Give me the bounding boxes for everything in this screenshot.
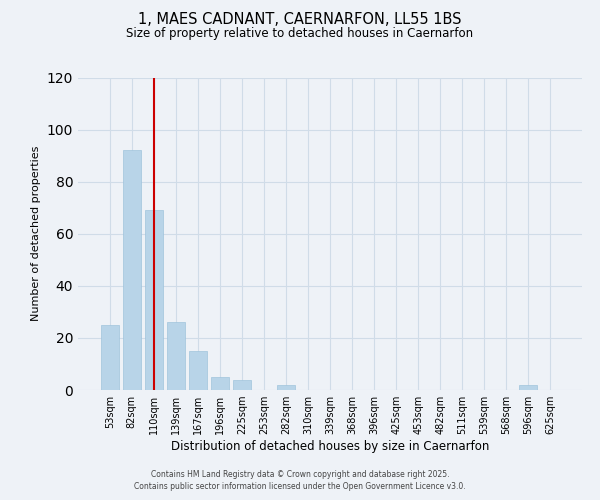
Text: Contains public sector information licensed under the Open Government Licence v3: Contains public sector information licen… bbox=[134, 482, 466, 491]
Bar bbox=[233, 380, 251, 390]
Text: Size of property relative to detached houses in Caernarfon: Size of property relative to detached ho… bbox=[127, 28, 473, 40]
Bar bbox=[211, 377, 229, 390]
Bar bbox=[189, 351, 206, 390]
Y-axis label: Number of detached properties: Number of detached properties bbox=[31, 146, 41, 322]
Bar bbox=[145, 210, 163, 390]
Bar bbox=[167, 322, 185, 390]
Bar bbox=[101, 325, 119, 390]
Bar bbox=[123, 150, 140, 390]
Text: 1, MAES CADNANT, CAERNARFON, LL55 1BS: 1, MAES CADNANT, CAERNARFON, LL55 1BS bbox=[138, 12, 462, 28]
Bar bbox=[277, 385, 295, 390]
X-axis label: Distribution of detached houses by size in Caernarfon: Distribution of detached houses by size … bbox=[171, 440, 489, 453]
Text: Contains HM Land Registry data © Crown copyright and database right 2025.: Contains HM Land Registry data © Crown c… bbox=[151, 470, 449, 479]
Bar bbox=[520, 385, 537, 390]
